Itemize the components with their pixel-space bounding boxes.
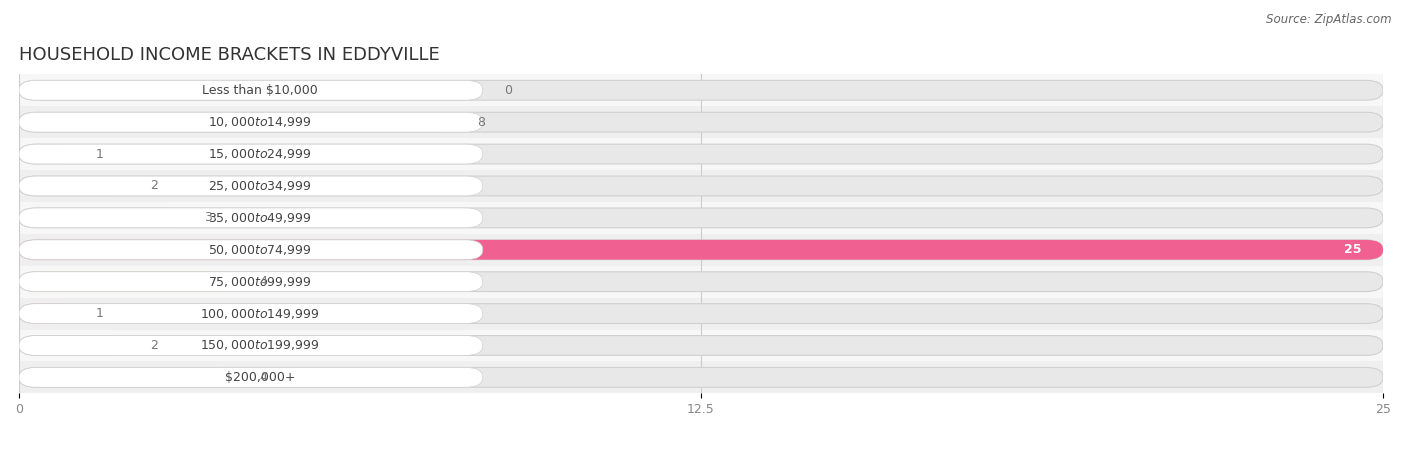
Text: $75,000 to $99,999: $75,000 to $99,999 (208, 275, 312, 289)
Bar (20, 234, 1384, 266)
FancyBboxPatch shape (20, 144, 1384, 164)
FancyBboxPatch shape (20, 335, 1384, 355)
FancyBboxPatch shape (20, 367, 238, 387)
FancyBboxPatch shape (20, 240, 1384, 260)
FancyBboxPatch shape (20, 240, 1384, 260)
Text: $35,000 to $49,999: $35,000 to $49,999 (208, 211, 312, 225)
FancyBboxPatch shape (20, 112, 456, 132)
FancyBboxPatch shape (20, 367, 482, 387)
Bar (20, 361, 1384, 393)
Bar (20, 202, 1384, 234)
FancyBboxPatch shape (20, 208, 482, 228)
Bar (20, 106, 1384, 138)
FancyBboxPatch shape (20, 367, 1384, 387)
FancyBboxPatch shape (20, 208, 183, 228)
Text: 4: 4 (259, 371, 267, 384)
FancyBboxPatch shape (20, 176, 482, 196)
FancyBboxPatch shape (20, 80, 1384, 100)
FancyBboxPatch shape (20, 144, 73, 164)
FancyBboxPatch shape (20, 304, 482, 323)
Text: 3: 3 (204, 211, 212, 224)
Text: 0: 0 (505, 84, 513, 97)
Text: Less than $10,000: Less than $10,000 (202, 84, 318, 97)
Bar (20, 138, 1384, 170)
Text: $50,000 to $74,999: $50,000 to $74,999 (208, 243, 312, 257)
Text: Source: ZipAtlas.com: Source: ZipAtlas.com (1267, 13, 1392, 26)
FancyBboxPatch shape (20, 176, 1384, 196)
Bar (20, 266, 1384, 298)
FancyBboxPatch shape (20, 144, 482, 164)
Text: 1: 1 (96, 307, 103, 320)
Text: 1: 1 (96, 148, 103, 161)
FancyBboxPatch shape (20, 272, 482, 291)
Text: $200,000+: $200,000+ (225, 371, 295, 384)
FancyBboxPatch shape (20, 272, 238, 291)
FancyBboxPatch shape (20, 335, 482, 355)
FancyBboxPatch shape (20, 240, 482, 260)
FancyBboxPatch shape (20, 272, 1384, 291)
FancyBboxPatch shape (20, 80, 482, 100)
FancyBboxPatch shape (20, 112, 482, 132)
Text: $10,000 to $14,999: $10,000 to $14,999 (208, 115, 312, 129)
Text: 25: 25 (1344, 243, 1361, 256)
Text: 2: 2 (150, 339, 157, 352)
Text: 8: 8 (477, 116, 485, 129)
FancyBboxPatch shape (20, 176, 128, 196)
Text: 2: 2 (150, 180, 157, 193)
FancyBboxPatch shape (20, 304, 1384, 323)
Text: 4: 4 (259, 275, 267, 288)
Text: HOUSEHOLD INCOME BRACKETS IN EDDYVILLE: HOUSEHOLD INCOME BRACKETS IN EDDYVILLE (20, 46, 440, 64)
Bar (20, 75, 1384, 106)
FancyBboxPatch shape (20, 304, 73, 323)
Text: $15,000 to $24,999: $15,000 to $24,999 (208, 147, 312, 161)
Text: $100,000 to $149,999: $100,000 to $149,999 (201, 307, 321, 321)
Bar (20, 298, 1384, 330)
Bar (20, 330, 1384, 361)
FancyBboxPatch shape (20, 208, 1384, 228)
Bar (20, 170, 1384, 202)
FancyBboxPatch shape (20, 112, 1384, 132)
Text: $150,000 to $199,999: $150,000 to $199,999 (201, 339, 321, 352)
Text: $25,000 to $34,999: $25,000 to $34,999 (208, 179, 312, 193)
FancyBboxPatch shape (20, 335, 128, 355)
